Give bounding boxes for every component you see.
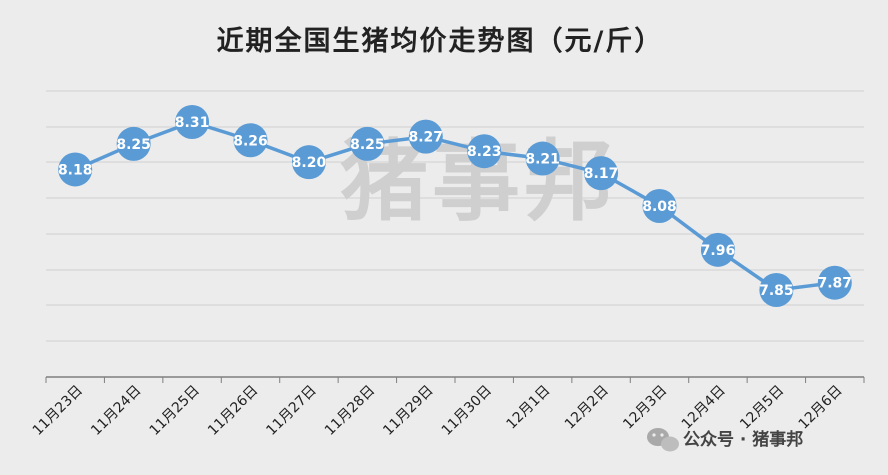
- data-point: [642, 189, 677, 223]
- x-tick-label: 12月2日: [562, 383, 612, 433]
- footer-source: 公众号 · 猪事邦: [647, 428, 803, 452]
- x-tick-label: 12月3日: [620, 383, 670, 433]
- x-tick-label: 11月23日: [30, 383, 86, 439]
- data-point: [233, 123, 268, 158]
- data-point: [350, 126, 385, 161]
- x-tick-label: 11月29日: [380, 383, 436, 439]
- footer-source-text: 公众号 · 猪事邦: [683, 429, 803, 450]
- data-point: [467, 134, 502, 169]
- data-point: [408, 119, 443, 154]
- x-tick-label: 11月28日: [322, 383, 378, 439]
- data-label: 8.27: [409, 130, 444, 146]
- data-label: 7.85: [759, 283, 794, 299]
- x-tick-label: 12月4日: [679, 383, 729, 433]
- data-point: [817, 265, 852, 300]
- data-label: 8.31: [175, 115, 210, 131]
- x-tick-label: 11月27日: [263, 383, 319, 439]
- data-point: [175, 105, 210, 139]
- data-label: 8.26: [233, 133, 268, 149]
- x-tick-label: 12月1日: [503, 383, 553, 433]
- data-label: 7.96: [701, 243, 736, 259]
- data-point: [700, 232, 735, 267]
- data-point: [759, 273, 794, 307]
- data-point: [58, 152, 93, 187]
- data-point: [584, 156, 619, 191]
- data-label: 8.23: [467, 144, 502, 160]
- x-tick-label: 11月25日: [147, 383, 203, 439]
- data-label: 8.20: [292, 155, 327, 171]
- x-tick-label: 11月24日: [88, 383, 144, 439]
- data-label: 8.17: [584, 166, 619, 182]
- x-tick-label: 11月26日: [205, 383, 261, 439]
- series-line: 8.18 8.25 8.31 8.26 8.20 8.25 8.27 8.23 8.21 8.17…: [58, 105, 852, 307]
- data-label: 8.08: [642, 199, 677, 215]
- x-tick-label: 12月6日: [796, 383, 846, 433]
- wechat-icon: [647, 428, 679, 452]
- data-label: 8.25: [350, 137, 385, 153]
- x-tick-label: 11月30日: [439, 383, 495, 439]
- data-label: 7.87: [818, 276, 853, 292]
- data-label: 8.21: [525, 152, 560, 168]
- x-tick-label: 12月5日: [737, 383, 787, 433]
- data-point: [291, 145, 326, 180]
- data-point: [116, 126, 151, 161]
- data-label: 8.25: [116, 137, 151, 153]
- chart-title: 近期全国生猪均价走势图（元/斤）: [217, 25, 664, 57]
- data-point: [525, 141, 560, 176]
- data-label: 8.18: [58, 162, 93, 178]
